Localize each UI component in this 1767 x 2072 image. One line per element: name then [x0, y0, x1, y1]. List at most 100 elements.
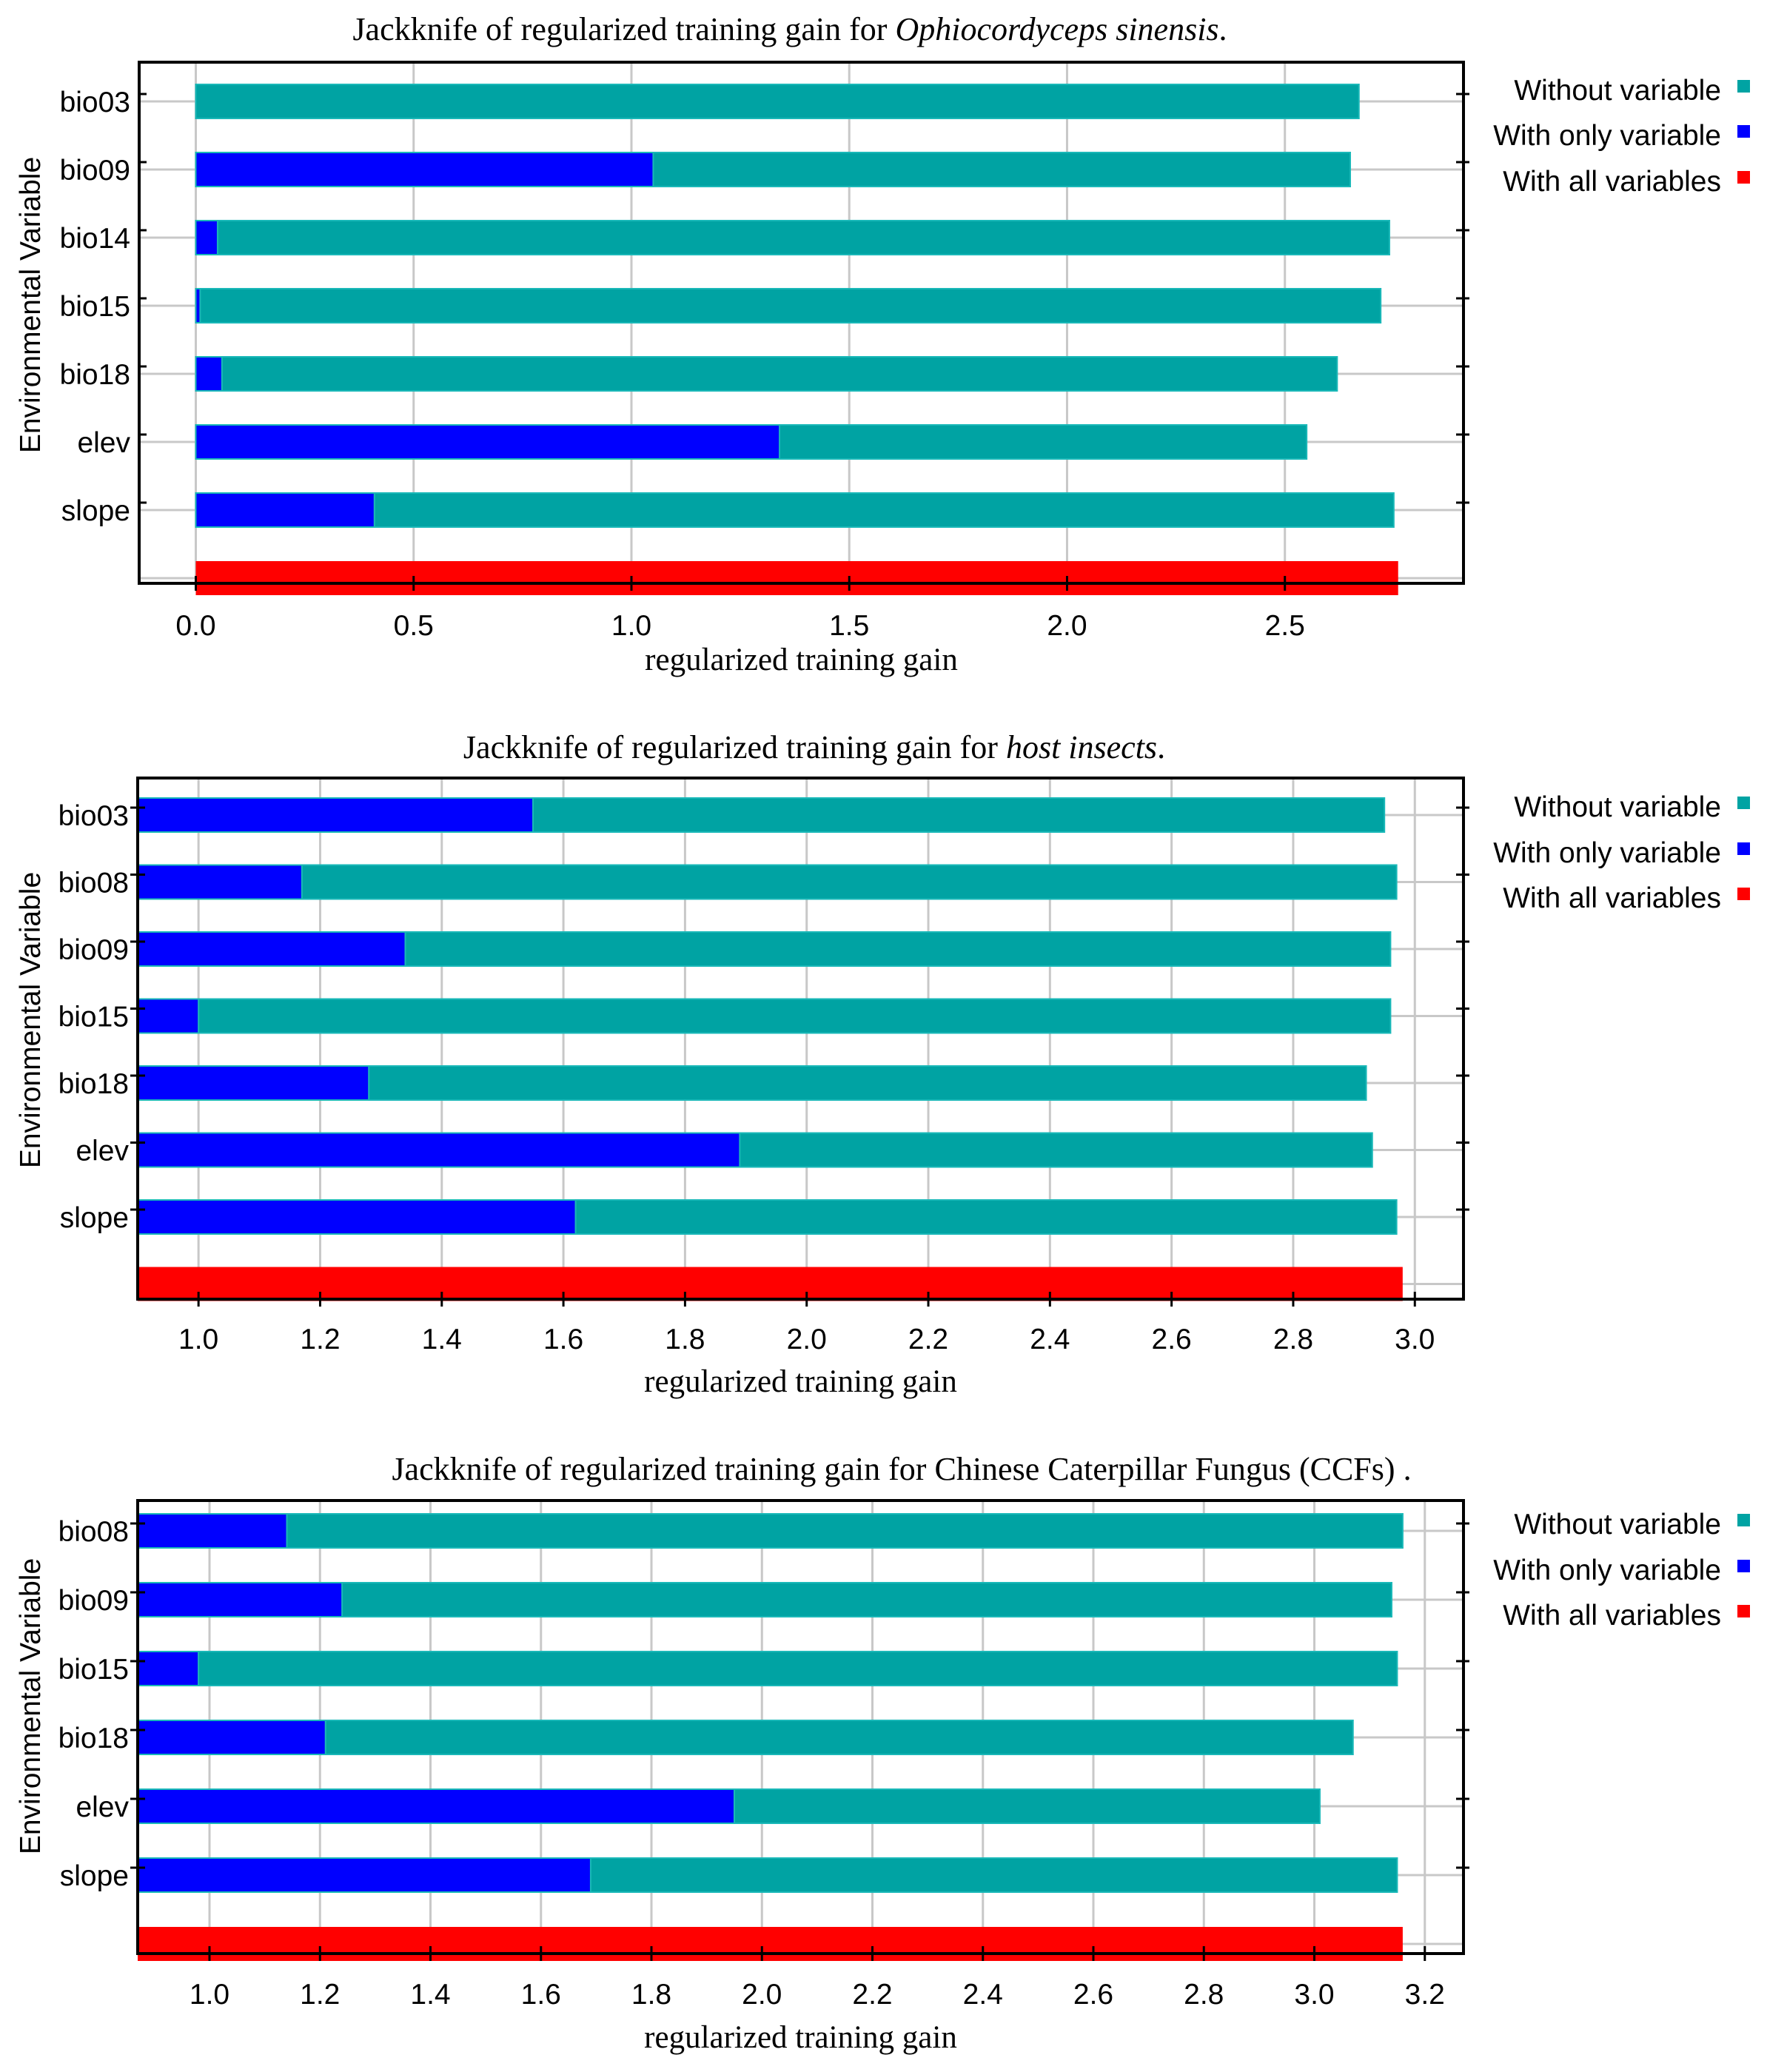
bar-all-variables	[138, 1267, 1403, 1301]
bar-without-bio15	[137, 1651, 1398, 1686]
legend-label: With all variables	[1503, 1600, 1721, 1632]
category-label: bio15	[60, 291, 130, 323]
xtick-label: 1.0	[611, 610, 651, 642]
xtick-label: 3.0	[1395, 1324, 1435, 1355]
chart-title: Jackknife of regularized training gain f…	[392, 1451, 1411, 1487]
bar-only-elev	[137, 1132, 741, 1168]
xtick-label: 1.2	[300, 1324, 340, 1355]
category-label: bio09	[58, 1585, 129, 1617]
legend-label: With all variables	[1503, 882, 1721, 914]
legend-label: With all variables	[1503, 166, 1721, 198]
legend-swatch	[1737, 888, 1750, 900]
category-label: bio15	[58, 1002, 129, 1033]
xtick-label: 1.8	[665, 1324, 705, 1355]
chart-title-subject: Ophiocordyceps sinensis	[895, 11, 1218, 47]
category-label: bio08	[58, 1516, 129, 1548]
xtick-label: 2.6	[1152, 1324, 1192, 1355]
category-label: bio14	[60, 223, 130, 255]
plot-frame	[138, 61, 1465, 585]
xtick-label: 0.5	[394, 610, 434, 642]
xtick-label: 2.5	[1265, 610, 1305, 642]
xtick-label: 1.6	[521, 1979, 561, 2011]
x-axis-title: regularized training gain	[644, 2020, 957, 2055]
xtick-label: 2.0	[742, 1979, 782, 2011]
bar-only-bio14	[195, 220, 218, 255]
category-label: elev	[77, 427, 130, 459]
y-axis-title: Environmental Variable	[15, 157, 47, 453]
xtick-label: 2.4	[963, 1979, 1003, 2011]
bar-only-bio08	[137, 864, 303, 900]
bar-without-bio18	[195, 356, 1338, 392]
xtick-label: 2.4	[1030, 1324, 1070, 1355]
legend-label: With only variable	[1493, 837, 1721, 869]
chart-title-prefix: Jackknife of regularized training gain f…	[352, 11, 895, 47]
bar-only-bio09	[195, 152, 654, 187]
category-label: bio18	[58, 1723, 129, 1754]
chart-panel-2: Jackknife of regularized training gain f…	[15, 729, 1750, 1399]
bar-only-elev	[195, 424, 781, 460]
bar-only-bio15	[137, 998, 200, 1034]
xtick-label: 0.0	[175, 610, 215, 642]
bar-only-bio03	[137, 797, 534, 833]
xtick-label: 2.0	[787, 1324, 827, 1355]
bar-only-bio18	[137, 1065, 370, 1101]
category-label: elev	[76, 1791, 129, 1823]
bar-only-bio15	[195, 288, 201, 323]
xtick-label: 1.5	[829, 610, 869, 642]
bar-only-bio08	[137, 1513, 288, 1549]
legend-swatch	[1737, 171, 1750, 184]
chart-title: Jackknife of regularized training gain f…	[352, 11, 1227, 47]
category-label: bio15	[58, 1654, 129, 1686]
bar-without-bio03	[195, 84, 1360, 119]
xtick-label: 1.0	[190, 1979, 229, 2011]
xtick-label: 2.2	[852, 1979, 892, 2011]
bar-without-bio15	[137, 998, 1392, 1034]
chart-panel-1: Jackknife of regularized training gain f…	[15, 11, 1750, 677]
category-label: bio03	[58, 800, 129, 832]
bar-all-variables	[195, 561, 1398, 595]
chart-title: Jackknife of regularized training gain f…	[463, 729, 1165, 765]
bar-only-slope	[137, 1857, 591, 1893]
legend-label: With only variable	[1493, 120, 1721, 152]
xtick-label: 1.8	[631, 1979, 671, 2011]
y-axis-title: Environmental Variable	[15, 872, 47, 1168]
xtick-label: 2.8	[1273, 1324, 1313, 1355]
category-label: bio09	[60, 155, 130, 187]
legend-label: Without variable	[1514, 791, 1721, 823]
bar-only-slope	[195, 492, 375, 528]
legend-swatch	[1737, 1560, 1750, 1572]
bar-only-slope	[137, 1199, 577, 1235]
legend-swatch	[1737, 125, 1750, 138]
bar-only-bio15	[137, 1651, 200, 1686]
bar-only-bio09	[137, 1582, 343, 1617]
bar-without-bio08	[137, 864, 1398, 900]
bar-only-bio18	[137, 1720, 326, 1755]
bar-without-slope	[195, 492, 1395, 528]
chart-title-prefix: Jackknife of regularized training gain f…	[392, 1451, 934, 1487]
category-label: elev	[76, 1136, 129, 1167]
plot-frame	[136, 1499, 1465, 1955]
bar-only-elev	[137, 1788, 735, 1824]
chart-title-subject: host insects	[1006, 729, 1157, 765]
legend-label: Without variable	[1514, 1509, 1721, 1540]
legend-swatch	[1737, 1514, 1750, 1526]
xtick-label: 2.8	[1184, 1979, 1224, 2011]
category-label: bio18	[60, 359, 130, 391]
bar-without-bio08	[137, 1513, 1404, 1549]
bar-only-bio18	[195, 356, 223, 392]
legend-label: With only variable	[1493, 1555, 1721, 1586]
xtick-label: 1.6	[543, 1324, 583, 1355]
plot-frame	[136, 777, 1465, 1301]
xtick-label: 1.2	[300, 1979, 340, 2011]
category-label: slope	[60, 1860, 129, 1892]
x-axis-title: regularized training gain	[644, 1364, 957, 1399]
category-label: slope	[61, 495, 130, 527]
xtick-label: 1.4	[410, 1979, 450, 2011]
category-label: bio08	[58, 868, 129, 899]
legend-swatch	[1737, 797, 1750, 809]
xtick-label: 3.0	[1294, 1979, 1334, 2011]
category-label: slope	[60, 1202, 129, 1234]
bar-without-bio14	[195, 220, 1390, 255]
y-axis-title: Environmental Variable	[15, 1558, 47, 1854]
